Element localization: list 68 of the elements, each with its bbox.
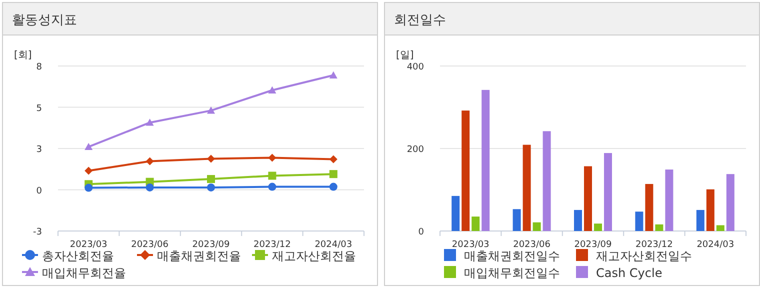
x-tick-label: 2023/03 <box>452 240 490 250</box>
point <box>329 170 338 178</box>
bar <box>716 225 724 231</box>
y-tick-label: 400 <box>406 62 424 72</box>
y-tick-label: 0 <box>36 186 42 196</box>
y-tick-label: 0 <box>418 228 424 238</box>
x-tick-label: 2023/06 <box>513 240 551 250</box>
point <box>207 154 215 163</box>
y-tick-label: 3 <box>36 145 42 155</box>
legend-label: 매출채권회전율 <box>157 249 241 263</box>
x-tick-label: 2023/12 <box>254 240 291 250</box>
bar <box>726 174 734 231</box>
bar <box>696 210 704 231</box>
bar <box>604 153 612 231</box>
point <box>207 106 215 114</box>
x-tick-label: 2023/09 <box>192 240 230 250</box>
y-tick-label: 200 <box>406 145 424 155</box>
point <box>207 183 215 192</box>
bar <box>665 170 674 231</box>
legend-label: 매입채무회전일수 <box>464 266 560 280</box>
legend-label: Cash Cycle <box>596 266 662 280</box>
bar <box>452 196 460 231</box>
bar <box>645 184 654 231</box>
bar <box>462 110 470 231</box>
x-tick-label: 2024/03 <box>314 240 352 250</box>
point <box>84 184 93 192</box>
legend-label: 재고자산회전율 <box>272 249 356 263</box>
legend-label: 총자산회전율 <box>42 249 114 263</box>
bar <box>635 212 644 231</box>
point <box>84 142 93 150</box>
x-tick-label: 2023/03 <box>70 240 108 250</box>
bar <box>522 144 531 231</box>
point <box>207 175 215 184</box>
y-tick-label: 5 <box>36 104 42 114</box>
bar <box>542 131 551 231</box>
point <box>146 157 154 166</box>
point <box>329 182 338 191</box>
x-tick-label: 2023/09 <box>574 240 612 250</box>
bar <box>706 189 714 231</box>
y-axis-title: [일] <box>396 50 414 61</box>
point <box>268 172 276 180</box>
y-tick-label: -3 <box>33 228 42 238</box>
point <box>146 183 154 192</box>
legend-label: 재고자산회전일수 <box>596 249 692 263</box>
chart-title: 활동성지표 <box>12 13 77 28</box>
y-tick-label: 8 <box>36 62 42 72</box>
bar <box>594 224 602 231</box>
bar <box>482 90 490 231</box>
x-tick-label: 2023/06 <box>131 240 169 250</box>
point <box>329 155 338 164</box>
point <box>268 154 276 162</box>
bar <box>472 216 480 231</box>
legend-label: 매입채무회전율 <box>42 266 126 280</box>
y-axis-title: [회] <box>14 50 32 61</box>
x-tick-label: 2023/12 <box>636 240 673 250</box>
chart-title: 회전일수 <box>394 13 446 28</box>
point <box>268 182 276 191</box>
x-tick-label: 2024/03 <box>696 240 734 250</box>
bar <box>574 210 582 231</box>
point <box>329 71 338 78</box>
point <box>84 166 93 175</box>
point <box>146 118 154 126</box>
legend-label: 매출채권회전일수 <box>464 249 560 263</box>
bar <box>532 222 541 231</box>
bar <box>512 209 521 231</box>
bar <box>584 166 592 231</box>
point <box>268 86 276 94</box>
bar <box>655 224 664 231</box>
